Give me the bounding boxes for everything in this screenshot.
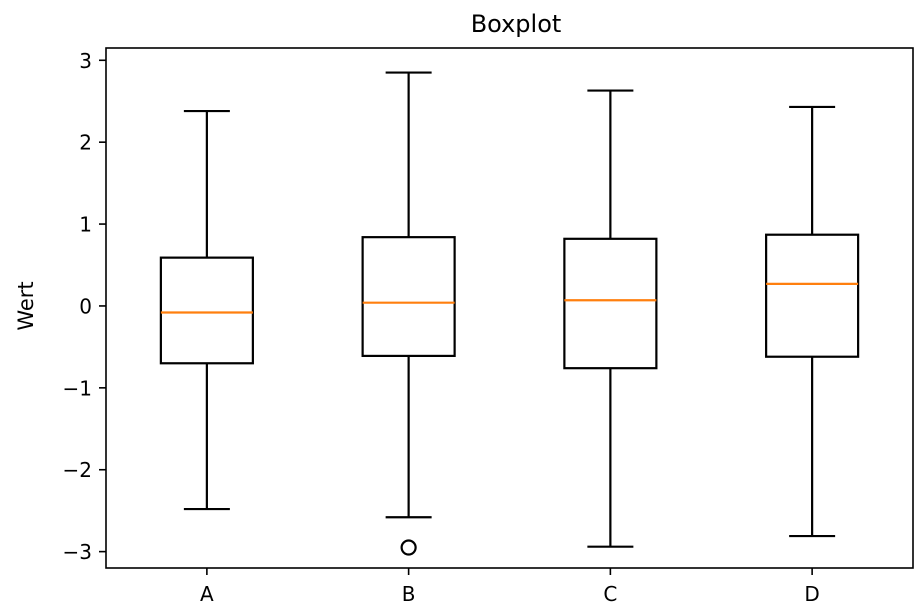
box-iqr xyxy=(159,256,254,365)
plot-area: 3 2 1 0 −1 −2 −3 A B C D xyxy=(63,47,914,606)
box-iqr xyxy=(361,236,456,358)
chart-title: Boxplot xyxy=(471,10,562,38)
y-tick-label: 3 xyxy=(79,49,92,73)
y-tick-label: 2 xyxy=(79,131,92,155)
x-tick-label: B xyxy=(402,582,416,606)
y-tick-label: 1 xyxy=(79,213,92,237)
x-tick-label: A xyxy=(200,582,214,606)
y-tick-label: −1 xyxy=(63,376,92,400)
y-tick-label: −3 xyxy=(63,540,92,564)
box-iqr xyxy=(563,237,658,370)
y-axis-label: Wert xyxy=(14,281,38,330)
axes-frame xyxy=(105,47,914,569)
box-group-A xyxy=(159,109,254,511)
box-iqr xyxy=(765,233,860,358)
box-group-C xyxy=(563,89,658,548)
y-tick-label: 0 xyxy=(79,294,92,318)
y-tick-label: −2 xyxy=(63,458,92,482)
box-group-B xyxy=(361,71,456,556)
x-tick-label: C xyxy=(603,582,617,606)
x-tick-label: D xyxy=(804,582,819,606)
box-group-D xyxy=(765,105,860,538)
outlier-point xyxy=(400,539,417,556)
